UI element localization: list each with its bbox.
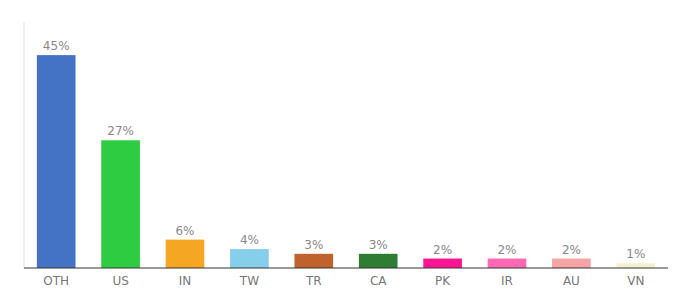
bars	[37, 55, 655, 268]
chart-container: OTH US IN TW TR CA PK IR AU VN 45% 27% 6% 4% 3% 3% 2% 2% 2…	[0, 0, 680, 300]
y-axis-line	[24, 22, 25, 268]
x-tick-label: OTH	[43, 274, 69, 288]
data-label: 3%	[304, 238, 323, 252]
bar	[294, 254, 333, 268]
chart-svg: OTH US IN TW TR CA PK IR AU VN 45% 27% 6% 4% 3% 3% 2% 2% 2…	[0, 0, 680, 300]
data-label: 2%	[497, 243, 516, 257]
data-label: 4%	[240, 233, 259, 247]
data-label: 27%	[107, 124, 134, 138]
x-tick-label: US	[112, 274, 128, 288]
data-label: 3%	[369, 238, 388, 252]
bar	[230, 249, 269, 268]
x-tick-label: AU	[563, 274, 580, 288]
data-label: 2%	[562, 243, 581, 257]
x-tick-label: IN	[179, 274, 192, 288]
x-tick-label: VN	[627, 274, 644, 288]
x-tick-label: TR	[305, 274, 322, 288]
x-axis-line	[24, 268, 668, 269]
bar	[37, 55, 76, 268]
data-label: 6%	[175, 224, 194, 238]
x-tick-label: CA	[370, 274, 387, 288]
bar	[488, 259, 527, 268]
bar	[359, 254, 398, 268]
data-label: 45%	[43, 39, 70, 53]
bar	[166, 240, 205, 268]
x-tick-label: IR	[501, 274, 513, 288]
bar	[101, 140, 140, 268]
x-tick-label: TW	[239, 274, 259, 288]
x-tick-label: PK	[435, 274, 451, 288]
data-label: 2%	[433, 243, 452, 257]
bar	[552, 259, 591, 268]
data-label: 1%	[626, 247, 645, 261]
bar	[423, 259, 462, 268]
bar	[616, 263, 655, 268]
